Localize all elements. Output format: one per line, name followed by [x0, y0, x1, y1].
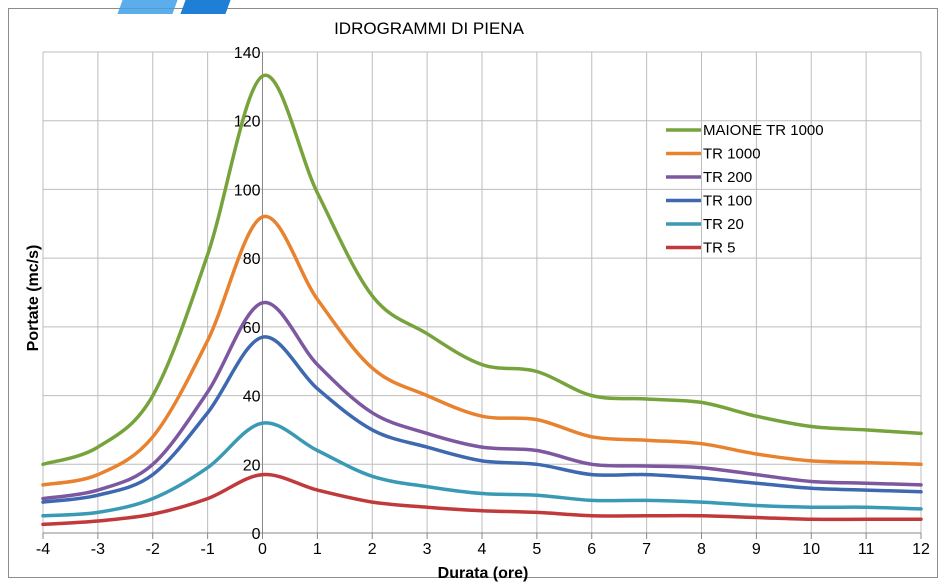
x-tick-label: 5: [532, 541, 541, 558]
chart-title: IDROGRAMMI DI PIENA: [334, 19, 525, 38]
chart-frame: [8, 8, 938, 578]
x-tick-label: -3: [91, 541, 105, 558]
series-line-tr-200: [41, 301, 923, 501]
legend-label-maione-tr-1000: MAIONE TR 1000: [703, 122, 824, 139]
y-tick-label: 40: [243, 389, 261, 406]
legend: MAIONE TR 1000 TR 1000 TR 200 TR 100 TR 20 TR…: [666, 122, 824, 257]
axes: [42, 52, 922, 539]
series-line-tr-20: [41, 421, 923, 518]
x-tick-label: 6: [587, 541, 596, 558]
series-line-tr-5: [41, 472, 923, 527]
x-tick-label: -1: [201, 541, 215, 558]
y-tick-label: 80: [243, 251, 261, 268]
x-tick-label: 11: [858, 541, 875, 558]
x-tick-label: 2: [368, 541, 377, 558]
series-lines: [41, 73, 923, 527]
x-tick-label: -2: [146, 541, 160, 558]
legend-label-tr-200: TR 200: [703, 169, 752, 186]
y-tick-label: 120: [234, 114, 261, 131]
series-line-tr-1000: [41, 214, 923, 487]
y-tick-label: 60: [243, 320, 261, 337]
x-axis-label: Durata (ore): [438, 565, 529, 582]
legend-label-tr-100: TR 100: [703, 193, 752, 210]
legend-label-tr-1000: TR 1000: [703, 146, 761, 163]
x-tick-label: 7: [642, 541, 651, 558]
x-tick-label: 9: [752, 541, 761, 558]
x-tick-label: 0: [258, 541, 267, 558]
y-tick-labels: 0 20 40 60 80 100 120 140: [234, 45, 261, 543]
x-tick-label: 4: [478, 541, 487, 558]
series-line-maione-tr-1000: [41, 73, 923, 467]
y-tick-label: 0: [252, 526, 261, 543]
x-tick-label: -4: [36, 541, 50, 558]
legend-label-tr-5: TR 5: [703, 240, 736, 257]
x-tick-labels: -4 -3 -2 -1 0 1 2 3 4 5 6 7 8 9 10 11 12: [36, 541, 930, 558]
y-tick-label: 140: [234, 45, 261, 62]
y-tick-label: 20: [243, 457, 261, 474]
x-tick-label: 10: [802, 541, 820, 558]
x-tick-label: 3: [423, 541, 432, 558]
x-tick-label: 1: [313, 541, 322, 558]
legend-label-tr-20: TR 20: [703, 216, 744, 233]
x-tick-label: 8: [697, 541, 706, 558]
y-tick-label: 100: [234, 182, 261, 199]
x-tick-label: 12: [912, 541, 930, 558]
y-axis-label: Portate (mc/s): [25, 245, 42, 352]
series-line-tr-100: [41, 335, 923, 504]
